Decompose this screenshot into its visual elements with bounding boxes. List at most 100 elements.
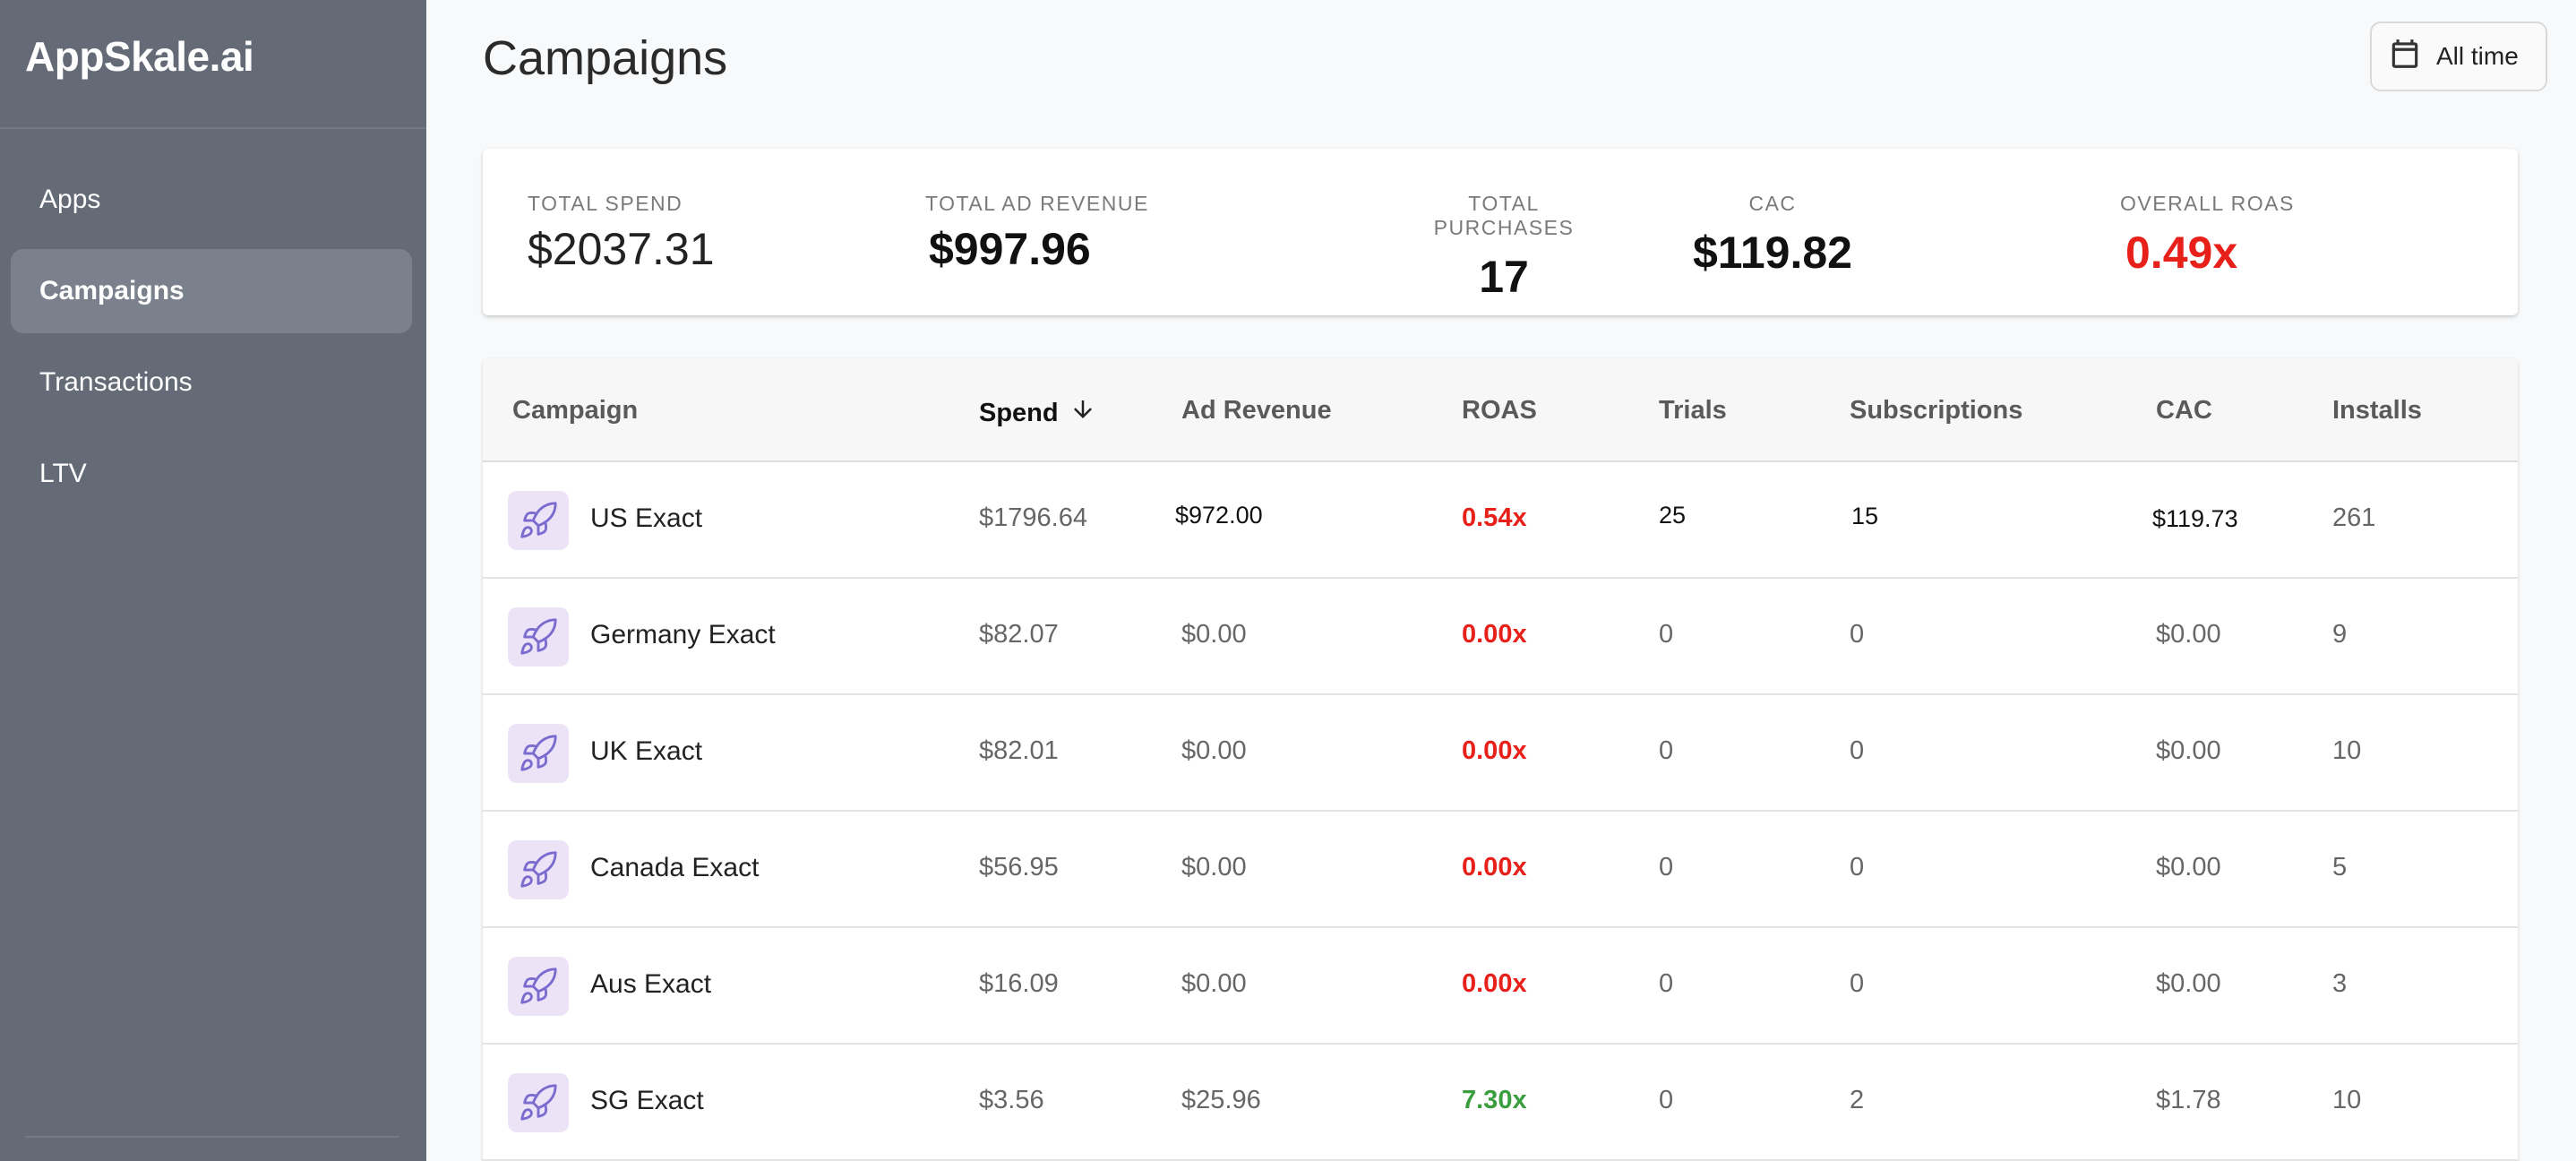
subscriptions-cell: 2 — [1850, 1086, 1865, 1114]
rocket-icon — [508, 607, 569, 666]
campaign-name: Canada Exact — [590, 853, 760, 882]
installs-cell: 10 — [2332, 1086, 2362, 1114]
column-header-cac[interactable]: CAC — [2156, 396, 2212, 426]
stat-overall-roas: OVERALL ROAS 0.49x — [2120, 192, 2295, 279]
sidebar-item-transactions[interactable]: Transactions — [11, 340, 412, 425]
spend-cell: $1796.64 — [979, 503, 1087, 532]
sidebar-item-label: Transactions — [39, 367, 193, 397]
trials-cell: 25 — [1659, 502, 1687, 529]
table-row[interactable]: SG Exact $3.56 $25.96 7.30x 0 2 $1.78 10 — [483, 1045, 2518, 1161]
cac-cell: $0.00 — [2156, 853, 2221, 882]
stat-label: TOTAL SPEND — [528, 192, 683, 215]
cac-cell: $1.78 — [2156, 1086, 2221, 1114]
campaign-name: SG Exact — [590, 1086, 704, 1115]
stat-total-ad-revenue: TOTAL AD REVENUE $997.96 — [925, 192, 1149, 275]
campaign-name: US Exact — [590, 503, 703, 533]
table-row[interactable]: Canada Exact $56.95 $0.00 0.00x 0 0 $0.0… — [483, 812, 2518, 928]
stat-value: $119.82 — [1693, 228, 1852, 278]
stat-total-purchases: TOTAL PURCHASES 17 — [1396, 192, 1611, 303]
cac-cell: $0.00 — [2156, 620, 2221, 649]
ad-revenue-cell: $972.00 — [1175, 502, 1263, 529]
column-label: CAC — [2156, 396, 2212, 425]
table-header: Campaign Spend Ad Revenue ROAS Trials Su… — [483, 358, 2518, 462]
ad-revenue-cell: $0.00 — [1181, 736, 1247, 765]
table-row[interactable]: Aus Exact $16.09 $0.00 0.00x 0 0 $0.00 3 — [483, 928, 2518, 1045]
stat-total-spend: TOTAL SPEND $2037.31 — [528, 192, 715, 275]
stat-label: TOTAL PURCHASES — [1433, 192, 1575, 239]
rocket-icon — [508, 957, 569, 1016]
sidebar-item-label: Campaigns — [39, 276, 185, 305]
installs-cell: 261 — [2332, 503, 2376, 532]
table-row[interactable]: US Exact $1796.64 $972.00 0.54x 25 15 $1… — [483, 462, 2518, 579]
stat-value: 17 — [1479, 252, 1529, 302]
date-range-label: All time — [2436, 42, 2519, 70]
column-label: Spend — [979, 398, 1059, 427]
column-label: Trials — [1659, 396, 1727, 425]
column-label: ROAS — [1462, 396, 1537, 425]
column-header-spend[interactable]: Spend — [979, 396, 1096, 430]
ad-revenue-cell: $0.00 — [1181, 620, 1247, 649]
column-label: Campaign — [512, 396, 639, 425]
trials-cell: 0 — [1659, 1086, 1674, 1114]
column-header-roas[interactable]: ROAS — [1462, 396, 1537, 426]
column-label: Ad Revenue — [1181, 396, 1332, 425]
arrow-down-icon — [1069, 396, 1096, 430]
sidebar-item-label: LTV — [39, 459, 87, 488]
roas-cell: 7.30x — [1462, 1086, 1527, 1114]
stat-value: $997.96 — [929, 224, 1091, 274]
sidebar-item-apps[interactable]: Apps — [11, 158, 412, 242]
spend-cell: $56.95 — [979, 853, 1059, 882]
table-row[interactable]: UK Exact $82.01 $0.00 0.00x 0 0 $0.00 10 — [483, 695, 2518, 812]
column-header-campaign[interactable]: Campaign — [512, 396, 638, 426]
roas-cell: 0.00x — [1462, 736, 1527, 765]
roas-cell: 0.00x — [1462, 620, 1527, 649]
table-row[interactable]: Germany Exact $82.07 $0.00 0.00x 0 0 $0.… — [483, 579, 2518, 695]
sidebar-divider — [25, 1136, 399, 1138]
summary-stats-card: TOTAL SPEND $2037.31 TOTAL AD REVENUE $9… — [483, 149, 2518, 315]
calendar-icon — [2388, 37, 2422, 77]
trials-cell: 0 — [1659, 736, 1674, 765]
column-header-subscriptions[interactable]: Subscriptions — [1850, 396, 2022, 426]
column-label: Subscriptions — [1850, 396, 2023, 425]
subscriptions-cell: 15 — [1851, 503, 1879, 529]
cac-cell: $119.73 — [2152, 505, 2238, 532]
column-header-ad-revenue[interactable]: Ad Revenue — [1181, 396, 1332, 426]
stat-label: OVERALL ROAS — [2120, 192, 2295, 215]
stat-value: $2037.31 — [528, 224, 715, 274]
cac-cell: $0.00 — [2156, 969, 2221, 998]
column-header-trials[interactable]: Trials — [1659, 396, 1727, 426]
sidebar-item-label: Apps — [39, 185, 101, 214]
roas-cell: 0.54x — [1462, 503, 1527, 532]
rocket-icon — [508, 491, 569, 550]
campaign-name: Aus Exact — [590, 969, 712, 999]
subscriptions-cell: 0 — [1850, 736, 1865, 765]
campaign-name: UK Exact — [590, 736, 703, 766]
rocket-icon — [508, 1073, 569, 1132]
roas-cell: 0.00x — [1462, 969, 1527, 998]
rocket-icon — [508, 724, 569, 783]
subscriptions-cell: 0 — [1850, 853, 1865, 882]
spend-cell: $82.07 — [979, 620, 1059, 649]
spend-cell: $16.09 — [979, 969, 1059, 998]
trials-cell: 0 — [1659, 853, 1674, 882]
sidebar-item-ltv[interactable]: LTV — [11, 432, 412, 516]
trials-cell: 0 — [1659, 969, 1674, 998]
brand-logo[interactable]: AppSkale.ai — [25, 33, 254, 80]
sidebar-item-campaigns[interactable]: Campaigns — [11, 249, 412, 333]
spend-cell: $82.01 — [979, 736, 1059, 765]
subscriptions-cell: 0 — [1850, 969, 1865, 998]
installs-cell: 5 — [2332, 853, 2348, 882]
campaign-name: Germany Exact — [590, 620, 776, 649]
campaigns-table: Campaign Spend Ad Revenue ROAS Trials Su… — [483, 358, 2518, 1161]
roas-cell: 0.00x — [1462, 853, 1527, 882]
spend-cell: $3.56 — [979, 1086, 1044, 1114]
ad-revenue-cell: $0.00 — [1181, 853, 1247, 882]
subscriptions-cell: 0 — [1850, 620, 1865, 649]
installs-cell: 9 — [2332, 620, 2348, 649]
stat-cac: CAC $119.82 — [1674, 192, 1871, 279]
column-header-installs[interactable]: Installs — [2332, 396, 2422, 426]
sidebar: AppSkale.ai Apps Campaigns Transactions … — [0, 0, 426, 1161]
date-range-button[interactable]: All time — [2370, 22, 2547, 91]
stat-label: TOTAL AD REVENUE — [925, 192, 1149, 215]
